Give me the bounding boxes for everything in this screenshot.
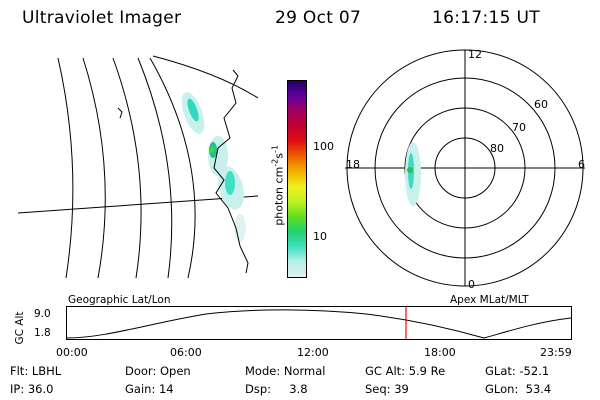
island-outline bbox=[117, 107, 123, 119]
glat-label: GLat: -52.1 bbox=[485, 364, 550, 378]
door-label: Door: Open bbox=[125, 364, 191, 378]
glon-label: GLon: 53.4 bbox=[485, 382, 552, 396]
orbit-ytick-top: 9.0 bbox=[34, 308, 51, 320]
date-label: 29 Oct 07 bbox=[275, 8, 362, 28]
colorbar-unit-label: photon cm-2s-1 bbox=[270, 145, 286, 226]
orbit-frame bbox=[66, 306, 572, 340]
polar-label-6: 6 bbox=[578, 158, 585, 171]
polar-plot bbox=[345, 49, 585, 287]
map-grid-arc bbox=[137, 57, 173, 279]
mode-label: Mode: Normal bbox=[245, 364, 326, 378]
orbit-xtick-2359: 23:59 bbox=[540, 346, 572, 359]
gc-alt-label: GC Alt: 5.9 Re bbox=[365, 364, 446, 378]
orbit-left-label: Geographic Lat/Lon bbox=[68, 294, 171, 306]
coastline bbox=[213, 69, 249, 274]
orbit-ytick-bottom: 1.8 bbox=[34, 327, 51, 339]
orbit-xtick-0000: 00:00 bbox=[56, 346, 88, 359]
polar-label-0: 0 bbox=[468, 278, 475, 291]
map-grid-arc bbox=[152, 55, 258, 99]
orbit-xtick-1200: 12:00 bbox=[297, 346, 329, 359]
polar-label-12: 12 bbox=[468, 48, 482, 61]
app-title: Ultraviolet Imager bbox=[22, 8, 182, 28]
time-label: 16:17:15 UT bbox=[432, 8, 540, 28]
colorbar-tick-100: 100 bbox=[313, 140, 334, 153]
orbit-xtick-1800: 18:00 bbox=[424, 346, 456, 359]
gain-label: Gain: 14 bbox=[125, 382, 174, 396]
orbit-right-label: Apex MLat/MLT bbox=[450, 294, 529, 306]
map-grid-arc bbox=[112, 57, 142, 279]
geographic-map bbox=[18, 55, 258, 279]
polar-label-18: 18 bbox=[346, 158, 360, 171]
map-grid-arc bbox=[57, 57, 74, 279]
seq-label: Seq: 39 bbox=[365, 382, 409, 396]
aurora-emission bbox=[181, 92, 246, 242]
map-grid-arc bbox=[149, 57, 196, 279]
color-scale-bar bbox=[287, 80, 307, 278]
polar-aurora bbox=[405, 142, 421, 206]
ip-label: IP: 36.0 bbox=[10, 382, 54, 396]
polar-label-60: 60 bbox=[534, 98, 548, 111]
map-grid-arc bbox=[82, 57, 106, 279]
map-grid-line bbox=[18, 195, 258, 214]
polar-label-80: 80 bbox=[490, 142, 504, 155]
orbit-axis-label: GC Alt bbox=[14, 311, 26, 345]
colorbar-tick-10: 10 bbox=[313, 230, 327, 243]
orbit-altitude-curve bbox=[66, 309, 572, 339]
dsp-label: Dsp: 3.8 bbox=[245, 382, 308, 396]
polar-label-70: 70 bbox=[512, 121, 526, 134]
flt-label: Flt: LBHL bbox=[10, 364, 62, 378]
orbit-altitude-plot bbox=[66, 306, 572, 340]
orbit-xtick-0600: 06:00 bbox=[170, 346, 202, 359]
